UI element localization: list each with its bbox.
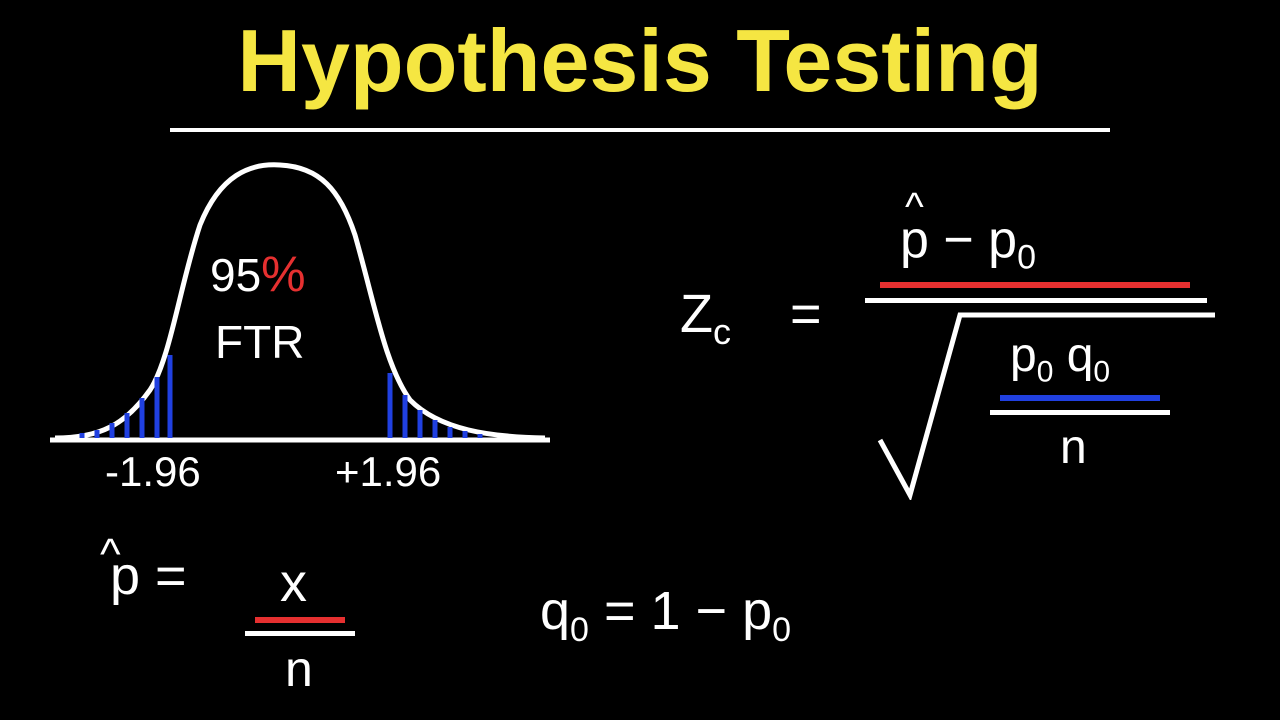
zc-equals: = bbox=[790, 283, 822, 345]
phat-fraction-bar-red bbox=[255, 617, 345, 623]
title-underline bbox=[170, 128, 1110, 132]
n-denominator: n bbox=[1060, 420, 1087, 475]
zc-numerator: p − p0 bbox=[900, 210, 1036, 277]
phat-numerator: x bbox=[280, 552, 307, 614]
confidence-value: 95 bbox=[210, 249, 261, 301]
pq-numerator: p0 q0 bbox=[1010, 328, 1110, 390]
critical-value-right: +1.96 bbox=[335, 448, 441, 496]
pq-fraction-bar-blue bbox=[1000, 395, 1160, 401]
phat-fraction-bar-white bbox=[245, 631, 355, 636]
ftr-label: FTR bbox=[215, 315, 304, 369]
q0-formula: q0 = 1 − p0 bbox=[540, 580, 791, 650]
percent-symbol: % bbox=[261, 246, 305, 302]
page-title: Hypothesis Testing bbox=[237, 10, 1042, 112]
zc-fraction-bar-red bbox=[880, 282, 1190, 288]
pq-fraction-bar-white bbox=[990, 410, 1170, 415]
confidence-label: 95% bbox=[210, 245, 306, 303]
phat-denominator: n bbox=[285, 640, 313, 698]
zc-lhs: Zc bbox=[680, 283, 731, 353]
critical-value-left: -1.96 bbox=[105, 448, 201, 496]
phat-lhs: p = bbox=[110, 545, 187, 607]
